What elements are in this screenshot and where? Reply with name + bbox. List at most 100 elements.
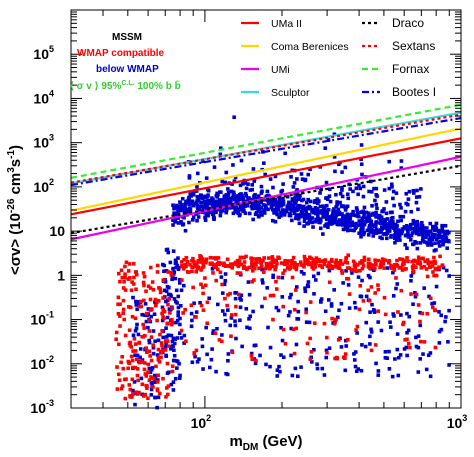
scatter-point [400,227,405,231]
scatter-point [409,233,414,238]
scatter-point [191,191,195,195]
scatter-point [430,264,435,268]
scatter-point [226,308,230,312]
scatter-point [322,373,327,377]
scatter-point [295,285,299,289]
scatter-point [320,265,325,269]
scatter-point [194,189,199,193]
scatter-point [301,208,306,212]
scatter-point [235,260,240,265]
scatter-point [250,201,255,206]
y-tick-base: 10 [33,90,49,106]
scatter-point [369,327,373,332]
scatter-point [160,348,165,353]
scatter-point [276,275,281,280]
scatter-point [118,279,122,284]
scatter-point [339,220,344,224]
scatter-point [299,270,304,274]
scatter-point [367,257,371,262]
legend-label: Draco [392,16,424,30]
legend-label: Fornax [392,62,429,76]
scatter-point [302,212,307,217]
scatter-point [179,336,184,340]
scatter-point [136,378,140,383]
scatter-point [445,246,449,250]
scatter-point [392,314,396,318]
scatter-point [212,263,216,267]
scatter-point [353,226,358,231]
scatter-point [231,163,235,167]
scatter-point [293,288,298,292]
scatter-point [119,386,124,391]
limit-curve-umi [70,155,462,241]
scatter-point [231,205,236,209]
scatter-point [228,323,233,328]
scatter-point [308,167,312,172]
legend-label: UMa II [271,18,302,30]
scatter-point [171,388,176,392]
scatter-point [247,265,252,270]
scatter-point [378,228,383,232]
y-tick-exp: -1 [46,310,54,320]
scatter-point [260,213,264,217]
scatter-point [295,374,300,379]
scatter-point [280,188,285,193]
scatter-point [214,210,218,215]
scatter-point [324,203,329,208]
scatter-point [220,309,225,313]
scatter-point [270,255,275,259]
scatter-point [116,271,121,276]
scatter-point [131,261,136,266]
scatter-point [290,258,294,263]
scatter-point [134,357,139,362]
scatter-point [179,220,183,224]
scatter-point [218,208,223,212]
scatter-point [411,302,415,307]
scatter-point [141,271,146,275]
scatter-point [152,312,157,317]
scatter-point [364,294,369,299]
scatter-point [311,260,316,264]
scatter-point [313,264,318,269]
scatter-point [260,304,264,309]
scatter-point [323,309,328,314]
scatter-point [128,394,132,398]
scatter-point [226,352,231,356]
scatter-point [156,378,160,382]
scatter-point [177,361,181,366]
scatter-point [414,195,419,199]
scatter-point [392,268,397,272]
scatter-point [188,199,193,203]
y-tick-base: 10 [33,135,49,151]
scatter-point [418,241,423,245]
scatter-point [253,361,258,366]
scatter-point [241,196,246,200]
scatter-point [396,228,400,232]
scatter-point [364,210,369,215]
scatter-point [318,226,323,231]
scatter-point [426,233,431,237]
scatter-point [441,240,446,245]
scatter-point [396,219,400,224]
scatter-point [308,261,313,265]
scatter-point [204,194,209,199]
scatter-point [277,364,281,369]
scatter-point [119,268,124,273]
scatter-point [344,344,348,348]
scatter-point [328,216,332,220]
scatter-point [234,201,239,206]
scatter-point [383,355,388,360]
scatter-point [216,256,221,260]
scatter-point [405,353,409,358]
scatter-point [133,328,138,333]
scatter-point [258,210,263,214]
scatter-point [382,266,386,270]
scatter-point [384,200,389,204]
scatter-point [434,226,439,231]
scatter-point [268,261,273,266]
scatter-point [149,380,154,385]
y-tick-exp: -3 [46,398,54,408]
scatter-point [368,310,372,314]
scatter-point [150,365,155,370]
scatter-point [134,272,139,277]
